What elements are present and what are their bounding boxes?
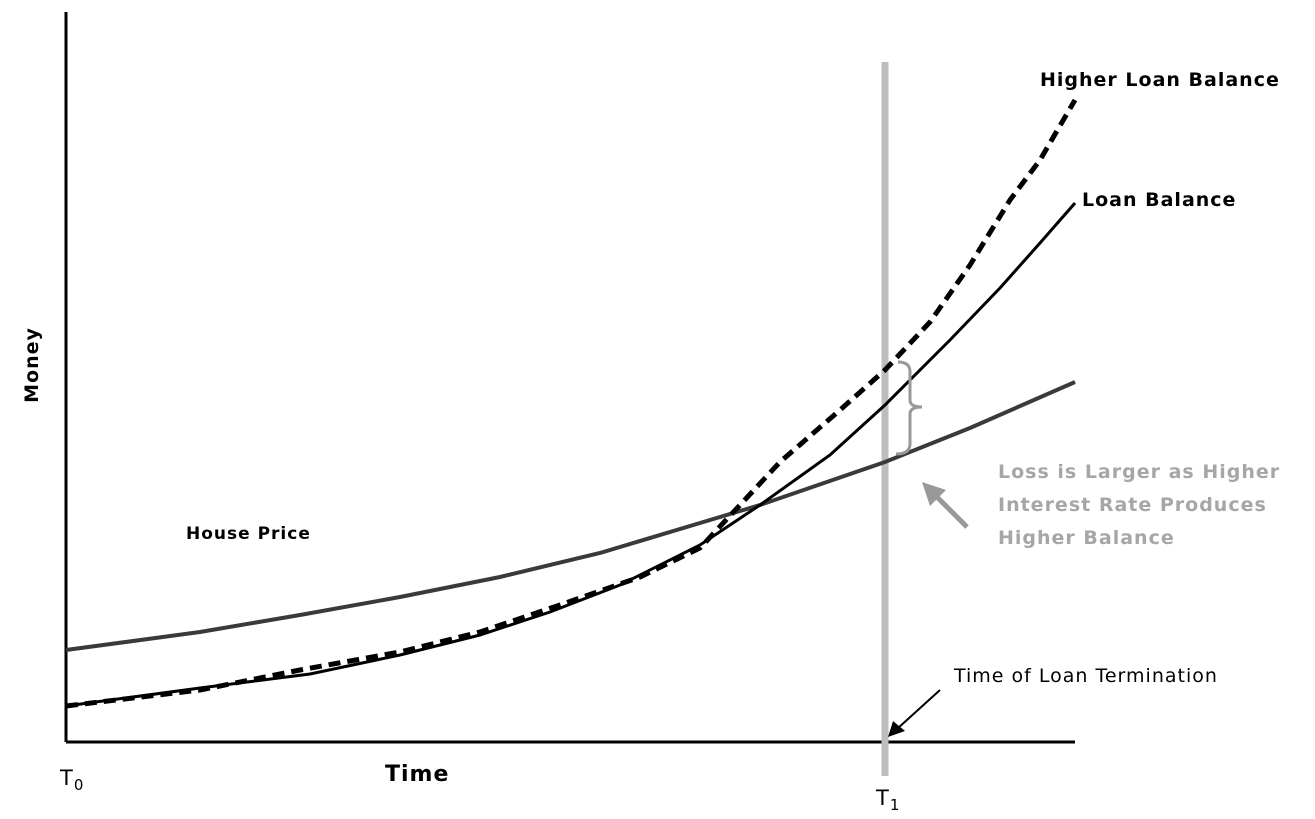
- termination-arrow: [896, 689, 941, 730]
- loss-note-line: Higher Balance: [998, 527, 1175, 549]
- loan-balance-label: Loan Balance: [1082, 189, 1236, 211]
- t0-base: T: [59, 766, 74, 790]
- loss-brace: [895, 360, 923, 456]
- loss-note-line: Interest Rate Produces: [998, 494, 1267, 516]
- t0-sub: 0: [74, 776, 85, 794]
- y-axis-label: Money: [21, 327, 43, 403]
- x-axis-label: Time: [385, 762, 449, 787]
- house-price-label: House Price: [186, 524, 311, 544]
- t1-sub: 1: [890, 796, 901, 814]
- termination-label: Time of Loan Termination: [953, 665, 1218, 687]
- house-price-curve: [65, 380, 1076, 652]
- higher-loan-balance-curve: [65, 98, 1078, 709]
- loss-arrow: [932, 492, 969, 529]
- loss-arrowhead: [922, 482, 946, 506]
- loss-note-line: Loss is Larger as Higher: [998, 461, 1280, 483]
- termination-arrowhead: [888, 721, 905, 737]
- t1-base: T: [875, 786, 890, 810]
- t0-label: T0: [59, 766, 84, 794]
- t1-label: T1: [875, 786, 900, 814]
- loan-balance-curve: [65, 202, 1077, 708]
- higher-loan-balance-label: Higher Loan Balance: [1040, 69, 1280, 91]
